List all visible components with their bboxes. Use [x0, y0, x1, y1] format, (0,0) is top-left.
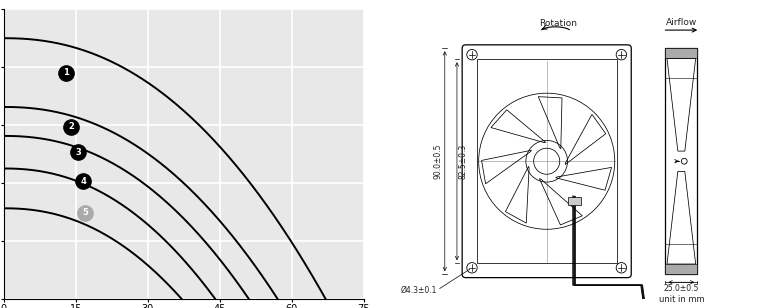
- Text: unit in mm: unit in mm: [658, 295, 704, 304]
- Text: 1: 1: [63, 68, 69, 77]
- Text: 82.5±0.3: 82.5±0.3: [459, 144, 468, 179]
- Bar: [665, 264, 697, 274]
- Text: Airflow: Airflow: [665, 18, 697, 27]
- Text: Rotation: Rotation: [539, 19, 577, 28]
- Text: 5: 5: [82, 208, 89, 217]
- Text: 90.0±0.5: 90.0±0.5: [433, 144, 443, 179]
- Bar: [665, 48, 697, 59]
- Text: 25.0±0.5: 25.0±0.5: [664, 284, 699, 293]
- Bar: [665, 48, 697, 274]
- Text: 4: 4: [80, 177, 86, 186]
- Bar: [476, 59, 617, 263]
- Text: 3: 3: [76, 148, 81, 157]
- Bar: [568, 197, 581, 205]
- Text: Ø4.3±0.1: Ø4.3±0.1: [400, 286, 436, 294]
- Text: 2: 2: [68, 122, 74, 131]
